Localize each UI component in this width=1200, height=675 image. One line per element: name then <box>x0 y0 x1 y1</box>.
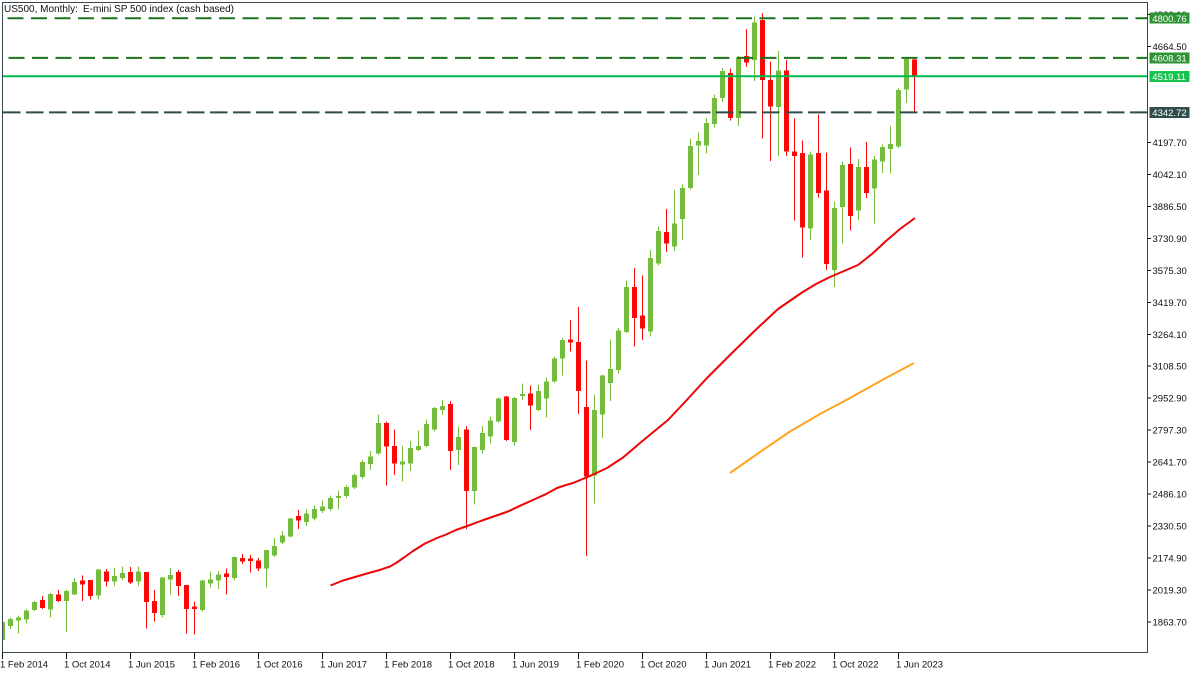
svg-text:US500, Monthly:: US500, Monthly: <box>4 4 78 15</box>
svg-text:1 Jun 2015: 1 Jun 2015 <box>128 660 175 671</box>
svg-text:1 Jun 2023: 1 Jun 2023 <box>896 660 943 671</box>
svg-text:4042.10: 4042.10 <box>1153 170 1187 181</box>
svg-text:4608.31: 4608.31 <box>1152 54 1186 65</box>
svg-text:4664.50: 4664.50 <box>1153 42 1187 53</box>
svg-text:1863.70: 1863.70 <box>1153 618 1187 629</box>
svg-text:2019.30: 2019.30 <box>1153 586 1187 597</box>
svg-text:1 Oct 2014: 1 Oct 2014 <box>64 660 110 671</box>
svg-text:1 Jun 2021: 1 Jun 2021 <box>704 660 751 671</box>
svg-text:3730.90: 3730.90 <box>1153 234 1187 245</box>
svg-text:2952.90: 2952.90 <box>1153 394 1187 405</box>
svg-text:1 Feb 2018: 1 Feb 2018 <box>384 660 432 671</box>
svg-text:4800.76: 4800.76 <box>1152 14 1186 25</box>
svg-text:4342.72: 4342.72 <box>1152 108 1186 119</box>
svg-text:2174.90: 2174.90 <box>1153 554 1187 565</box>
svg-text:1 Feb 2020: 1 Feb 2020 <box>576 660 624 671</box>
svg-text:1 Feb 2014: 1 Feb 2014 <box>0 660 48 671</box>
svg-text:2797.30: 2797.30 <box>1153 426 1187 437</box>
svg-text:1 Jun 2019: 1 Jun 2019 <box>512 660 559 671</box>
svg-text:2641.70: 2641.70 <box>1153 458 1187 469</box>
svg-text:1 Oct 2020: 1 Oct 2020 <box>640 660 686 671</box>
svg-text:1 Feb 2022: 1 Feb 2022 <box>768 660 816 671</box>
svg-text:4519.11: 4519.11 <box>1152 72 1186 83</box>
svg-text:1 Feb 2016: 1 Feb 2016 <box>192 660 240 671</box>
svg-text:1 Oct 2016: 1 Oct 2016 <box>256 660 302 671</box>
svg-text:3575.30: 3575.30 <box>1153 266 1187 277</box>
svg-text:2330.50: 2330.50 <box>1153 522 1187 533</box>
svg-text:3108.50: 3108.50 <box>1153 362 1187 373</box>
svg-text:3886.50: 3886.50 <box>1153 202 1187 213</box>
svg-text:1 Oct 2022: 1 Oct 2022 <box>832 660 878 671</box>
svg-text:3419.70: 3419.70 <box>1153 298 1187 309</box>
svg-text:1 Jun 2017: 1 Jun 2017 <box>320 660 367 671</box>
svg-text:3264.10: 3264.10 <box>1153 330 1187 341</box>
svg-text:4197.70: 4197.70 <box>1153 138 1187 149</box>
svg-text:E-mini SP 500 index (cash base: E-mini SP 500 index (cash based) <box>83 4 234 15</box>
svg-text:1 Oct 2018: 1 Oct 2018 <box>448 660 494 671</box>
svg-text:2486.10: 2486.10 <box>1153 490 1187 501</box>
